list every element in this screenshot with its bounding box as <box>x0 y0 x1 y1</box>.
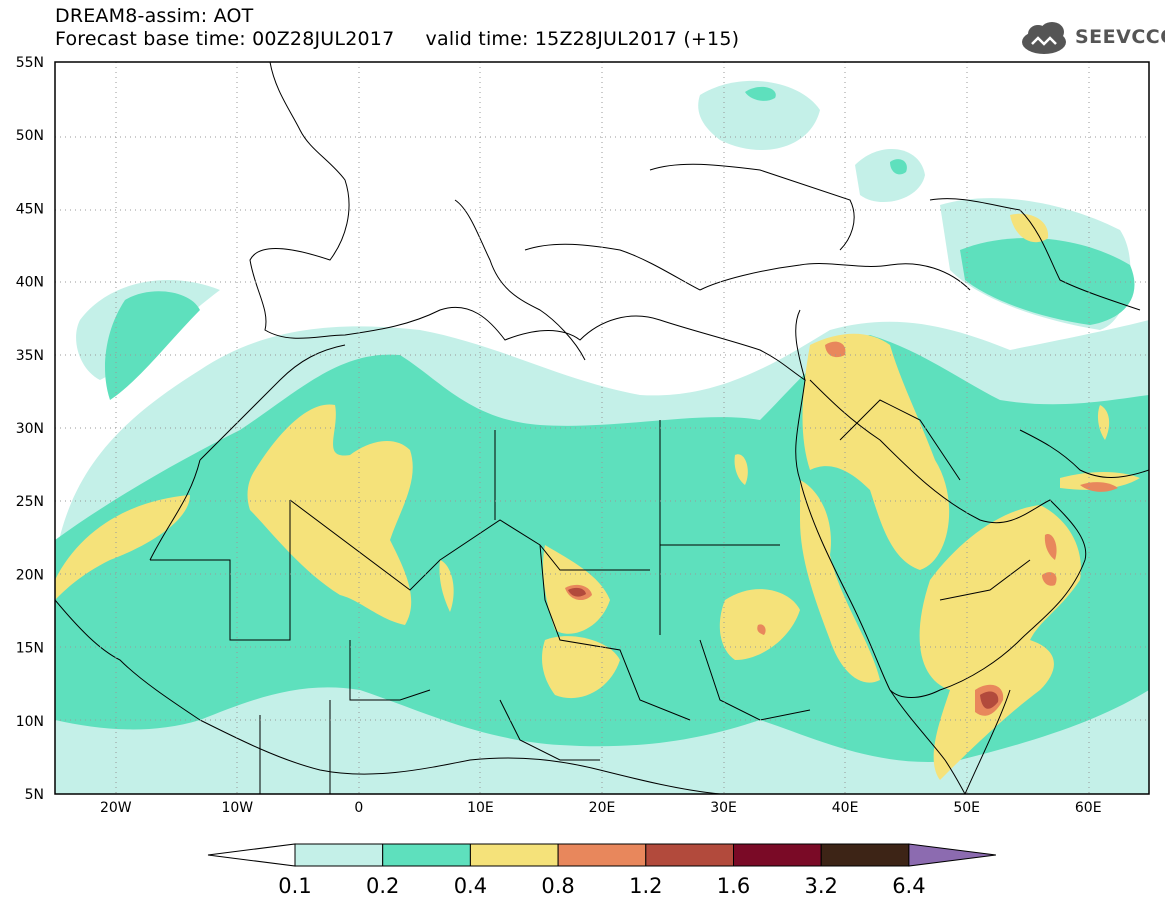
grid-lines <box>55 62 1149 794</box>
aot-band-0.8 <box>757 624 766 635</box>
lon-tick-label: 0 <box>354 800 363 816</box>
lat-tick-label: 30N <box>16 421 44 437</box>
colorbar-label: 0.1 <box>278 874 311 898</box>
logo <box>1022 22 1066 54</box>
aot-band-0.2 <box>960 238 1135 325</box>
aot-band-0.2 <box>745 86 776 101</box>
latitude-labels: 55N 50N 45N 40N 35N 30N 25N 20N 15N 10N 5N <box>16 55 44 803</box>
aot-band-0.4 <box>800 480 880 683</box>
lon-tick-label: 40E <box>832 800 859 816</box>
aot-band-0.1 <box>855 148 925 203</box>
lon-tick-label: 30E <box>710 800 737 816</box>
map-title: DREAM8-assim: AOT <box>55 5 254 27</box>
lat-tick-label: 5N <box>25 787 44 803</box>
aot-band-0.8 <box>1044 534 1057 560</box>
colorbar-label: 1.6 <box>717 874 750 898</box>
lat-tick-label: 15N <box>16 641 44 657</box>
colorbar-upper-extend <box>908 843 996 867</box>
aot-band-1.2 <box>568 587 586 597</box>
colorbar-swatch <box>733 843 822 867</box>
colorbar-label: 0.2 <box>366 874 399 898</box>
aot-band-0.8 <box>825 341 846 358</box>
forecast-time-line: Forecast base time: 00Z28JUL2017 valid t… <box>55 28 740 50</box>
aot-band-0.4 <box>1060 472 1140 490</box>
colorbar-swatch <box>294 843 384 867</box>
plot-frame <box>54 61 1150 795</box>
aot-band-0.4 <box>802 333 950 570</box>
colorbar-swatch <box>469 843 559 867</box>
lat-tick-label: 10N <box>16 714 44 730</box>
lat-tick-label: 35N <box>16 348 44 364</box>
aot-band-0.1 <box>698 80 820 150</box>
colorbar-lower-extend <box>207 843 296 867</box>
lat-tick-label: 50N <box>16 128 44 144</box>
colorbar-label: 3.2 <box>804 874 837 898</box>
lon-tick-label: 10W <box>221 800 253 816</box>
lat-tick-label: 45N <box>16 201 44 217</box>
cloud-icon <box>1022 22 1066 54</box>
longitude-labels: 20W 10W 0 10E 20E 30E 40E 50E 60E <box>100 800 1102 816</box>
aot-band-0.4 <box>439 560 454 612</box>
lon-tick-label: 20W <box>100 800 132 816</box>
colorbar-swatch <box>557 843 647 867</box>
colorbar-label: 0.8 <box>541 874 574 898</box>
aot-band-0.4 <box>247 404 413 625</box>
lon-tick-label: 50E <box>953 800 980 816</box>
coastlines-and-borders <box>55 62 1149 794</box>
aot-band-0.4 <box>55 495 190 600</box>
aot-band-0.8 <box>1042 572 1057 586</box>
lat-tick-label: 20N <box>16 567 44 583</box>
lon-tick-label: 60E <box>1075 800 1102 816</box>
lat-tick-label: 40N <box>16 275 44 291</box>
colorbar-swatch <box>382 843 471 867</box>
aot-band-0.4 <box>542 636 620 699</box>
lat-tick-label: 25N <box>16 494 44 510</box>
logo-text: SEEVCCC <box>1075 26 1165 48</box>
lon-tick-label: 10E <box>467 800 494 816</box>
colorbar-label: 1.2 <box>629 874 662 898</box>
aot-band-0.4 <box>1097 405 1110 440</box>
colorbar-swatch <box>645 843 734 867</box>
lon-tick-label: 20E <box>589 800 616 816</box>
aot-band-0.2 <box>105 291 200 400</box>
colorbar-label: 0.4 <box>454 874 487 898</box>
aot-band-0.4 <box>734 454 748 485</box>
aot-band-0.2 <box>890 159 907 175</box>
aot-band-0.8 <box>1080 482 1118 492</box>
lat-tick-label: 55N <box>16 55 44 71</box>
colorbar-swatch <box>820 843 910 867</box>
colorbar-label: 6.4 <box>892 874 925 898</box>
aot-band-1.2 <box>980 691 999 709</box>
